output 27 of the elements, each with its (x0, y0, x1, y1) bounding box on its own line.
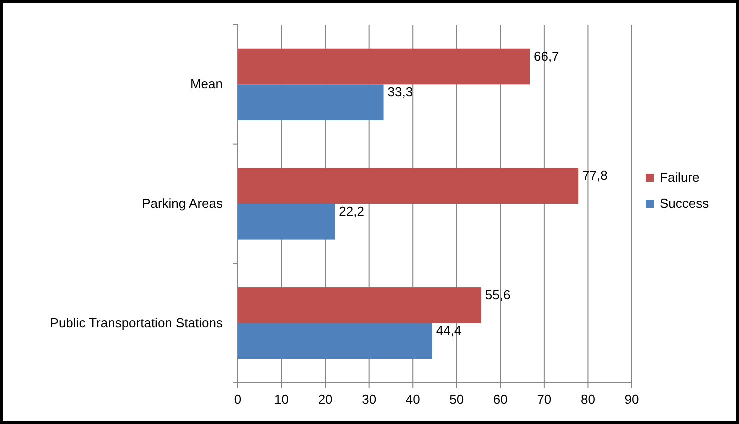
x-tick-label: 90 (624, 392, 640, 407)
data-label: 44,4 (436, 323, 462, 338)
y-tick-label: Public Transportation Stations (50, 315, 224, 330)
legend-label: Failure (660, 170, 700, 185)
x-tick-label: 70 (537, 392, 552, 407)
x-tick-label: 40 (406, 392, 420, 407)
bar (238, 48, 530, 85)
data-label: 55,6 (485, 287, 511, 302)
x-tick-label: 50 (450, 392, 464, 407)
y-tick-label: Mean (190, 76, 223, 92)
data-label: 66,7 (534, 48, 560, 64)
bar (238, 323, 432, 360)
x-tick-label: 80 (580, 392, 596, 407)
data-label: 33,3 (388, 84, 414, 100)
x-tick-label: 10 (274, 392, 290, 407)
data-label: 22,2 (339, 204, 364, 219)
data-label: 77,8 (582, 168, 608, 184)
x-tick-label: 60 (493, 392, 508, 407)
bar (238, 84, 384, 120)
x-tick-label: 0 (234, 392, 242, 407)
bar (238, 204, 336, 240)
bar (238, 168, 579, 204)
bar (238, 288, 482, 324)
legend-label: Success (660, 196, 710, 211)
x-tick-label: 30 (362, 392, 377, 407)
x-tick-label: 20 (318, 392, 333, 407)
y-tick-label: Parking Areas (142, 196, 224, 211)
